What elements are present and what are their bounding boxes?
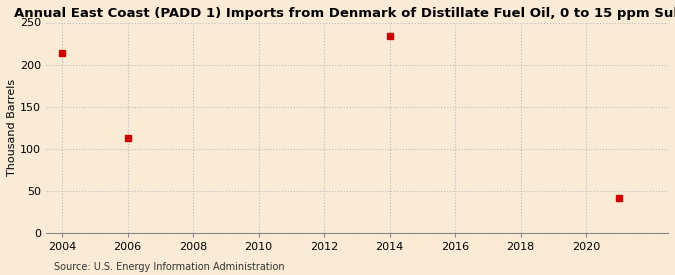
Text: Source: U.S. Energy Information Administration: Source: U.S. Energy Information Administ… (54, 262, 285, 272)
Title: Annual East Coast (PADD 1) Imports from Denmark of Distillate Fuel Oil, 0 to 15 : Annual East Coast (PADD 1) Imports from … (14, 7, 675, 20)
Y-axis label: Thousand Barrels: Thousand Barrels (7, 79, 17, 176)
